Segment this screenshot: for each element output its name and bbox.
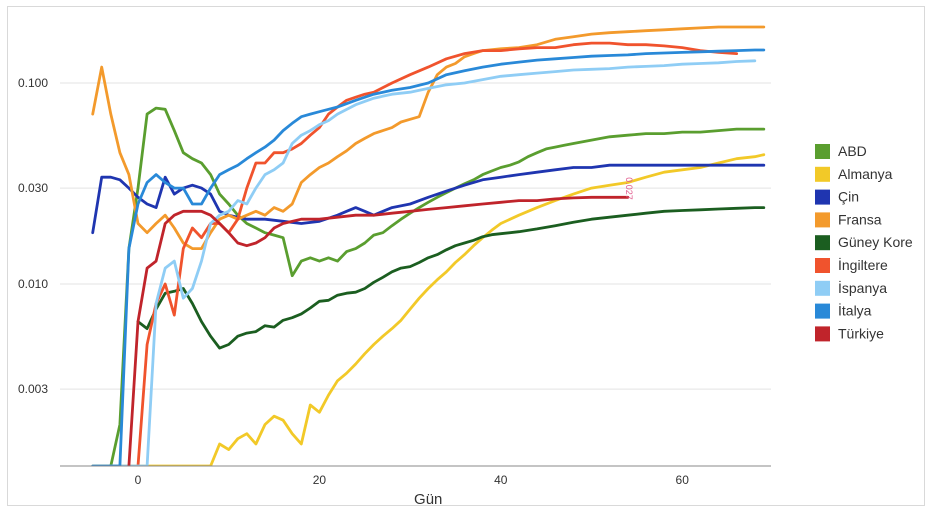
legend-label: Türkiye — [838, 325, 884, 341]
x-axis-title: Gün — [414, 491, 442, 508]
chart-frame — [7, 6, 925, 506]
legend-label: İtalya — [838, 302, 872, 319]
legend: ABD Almanya Çin Fransa Güney Kore İngiltere İs… — [815, 143, 913, 342]
annotation-label: 0.027 — [624, 177, 634, 200]
legend-swatch — [815, 144, 830, 159]
legend-label: İngiltere — [838, 256, 888, 273]
legend-label: Güney Kore — [838, 234, 913, 250]
series-line-2 — [91, 163, 766, 235]
series-line-5 — [136, 41, 738, 466]
series-line-1 — [91, 153, 766, 466]
legend-swatch — [815, 280, 830, 296]
series-line-8 — [127, 195, 630, 466]
series-line-6 — [109, 59, 757, 466]
y-tick-label: 0.100 — [18, 76, 48, 90]
legend-swatch — [815, 189, 830, 205]
y-tick-label: 0.003 — [18, 382, 48, 396]
legend-swatch — [815, 258, 830, 273]
annotations: 0.027 — [624, 177, 634, 200]
series-lines — [91, 25, 766, 466]
x-tick-label: 60 — [676, 473, 690, 487]
legend-label: ABD — [838, 143, 867, 159]
series-line-3 — [91, 25, 766, 250]
y-tick-label: 0.010 — [18, 277, 48, 291]
x-axis-ticks: 0 20 40 60 — [135, 473, 690, 487]
x-tick-label: 20 — [313, 473, 327, 487]
legend-label: Çin — [838, 189, 859, 205]
legend-swatch — [815, 326, 830, 342]
x-tick-label: 0 — [135, 473, 142, 487]
legend-swatch — [815, 235, 830, 251]
series-line-7 — [91, 48, 766, 466]
legend-swatch — [815, 303, 830, 319]
y-axis-ticks: 0.003 0.010 0.030 0.100 — [18, 76, 48, 396]
legend-swatch — [815, 166, 830, 182]
legend-label: Almanya — [838, 166, 893, 182]
legend-label: İspanya — [838, 279, 887, 296]
series-line-4 — [136, 206, 766, 350]
legend-label: Fransa — [838, 211, 882, 227]
y-gridlines — [60, 82, 771, 390]
legend-swatch — [815, 212, 830, 228]
x-tick-label: 40 — [494, 473, 508, 487]
y-tick-label: 0.030 — [18, 181, 48, 195]
series-line-0 — [109, 106, 766, 466]
